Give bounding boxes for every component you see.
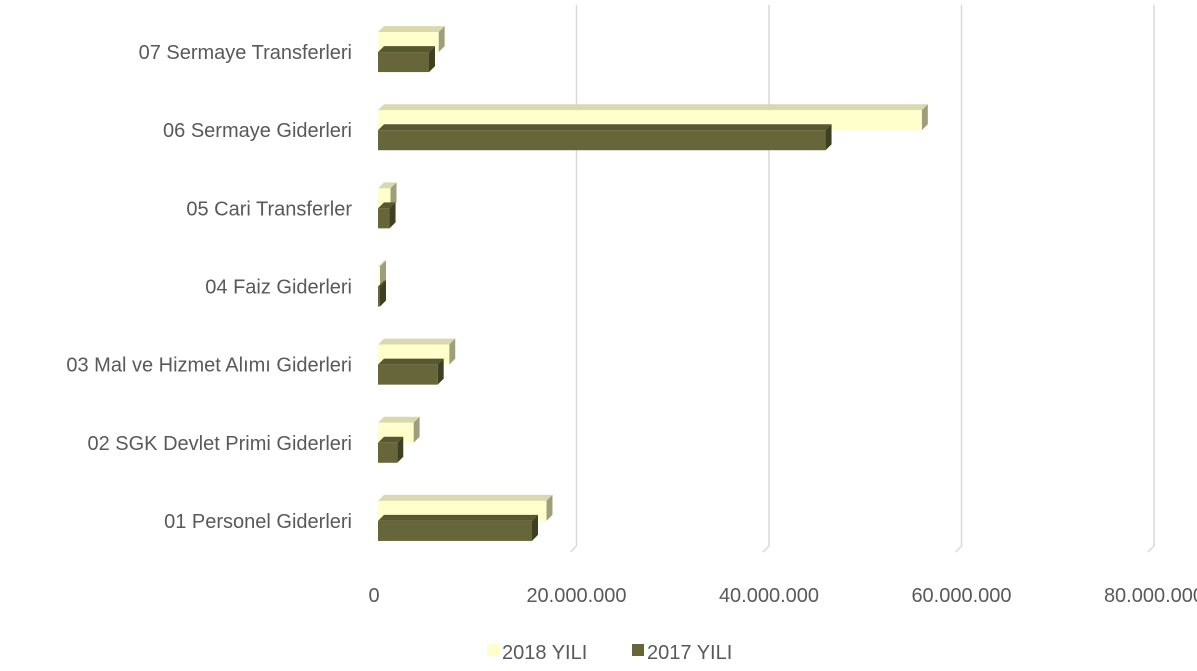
gridline-floor-3: [954, 545, 963, 553]
bar-2017-yili-07-sermaye-transferleri: [378, 46, 436, 73]
legend-label-2018-yili: 2018 YILI: [502, 642, 587, 664]
bar-2017-yili-05-cari-transferler: [378, 202, 396, 229]
legend-label-2017-yili: 2017 YILI: [647, 642, 732, 664]
category-labels: 07 Sermaye Transferleri 06 Sermaye Giderl…: [66, 42, 352, 533]
category-label-07-sermaye-transferleri: 07 Sermaye Transferleri: [139, 42, 352, 64]
bar-2017-yili-02-sgk-devlet-primi-giderleri: [378, 436, 404, 463]
bar-2017-yili-06-sermaye-giderleri: [378, 124, 832, 151]
bar-2017-yili-03-mal-ve-hizmet-alimi-giderleri: [378, 358, 444, 385]
legend-swatch-2018-yili: [487, 644, 499, 656]
legend-swatch-2017-yili: [632, 644, 644, 656]
category-label-03-mal-ve-hizmet-alimi-giderleri: 03 Mal ve Hizmet Alımı Giderleri: [66, 355, 352, 377]
category-label-01-personel-giderleri: 01 Personel Giderleri: [164, 511, 352, 533]
bar-2017-yili-01-personel-giderleri: [378, 514, 538, 541]
x-tick-labels: 0 20.000.000 40.000.000 60.000.000 80.000.00…: [368, 585, 1197, 607]
gridline-floor-2: [762, 545, 770, 553]
grid-lines: [569, 5, 1155, 553]
x-tick-label-4: 80.000.000: [1104, 585, 1197, 607]
x-tick-label-3: 60.000.000: [911, 585, 1011, 607]
category-label-02-sgk-devlet-primi-giderleri: 02 SGK Devlet Primi Giderleri: [87, 433, 352, 455]
x-tick-label-0: 0: [368, 585, 379, 607]
x-tick-label-1: 20.000.000: [526, 585, 626, 607]
category-label-05-cari-transferler: 05 Cari Transferler: [186, 198, 352, 220]
category-label-04-faiz-giderleri: 04 Faiz Giderleri: [205, 277, 352, 299]
legend: 2018 YILI 2017 YILI: [487, 642, 732, 664]
bar-2018-yili-05-cari-transferler: [378, 182, 397, 209]
gridline-floor-1: [569, 545, 578, 553]
bar-2017-yili-04-faiz-giderleri: [378, 280, 386, 307]
gridline-floor-4: [1147, 545, 1155, 553]
bars: [378, 26, 928, 541]
category-label-06-sermaye-giderleri: 06 Sermaye Giderleri: [163, 120, 352, 142]
bar-2018-yili-04-faiz-giderleri: [378, 260, 386, 287]
x-tick-label-2: 40.000.000: [719, 585, 819, 607]
